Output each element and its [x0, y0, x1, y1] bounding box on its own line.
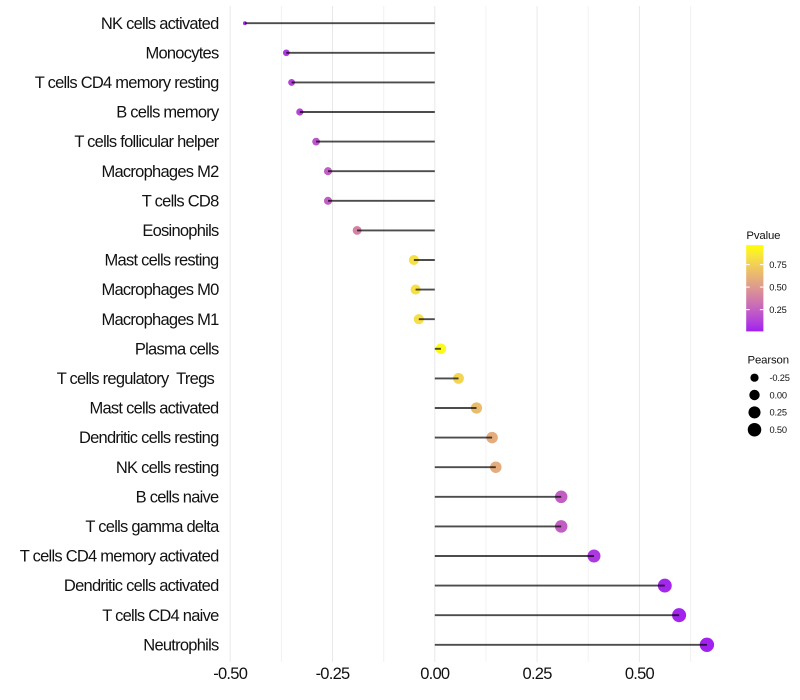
svg-text:T cells CD4 memory resting: T cells CD4 memory resting [35, 74, 219, 92]
svg-text:-0.25: -0.25 [316, 665, 350, 683]
svg-text:NK cells resting: NK cells resting [116, 459, 219, 477]
svg-text:Neutrophils: Neutrophils [143, 636, 219, 654]
svg-text:Dendritic cells resting: Dendritic cells resting [79, 429, 219, 447]
svg-text:Macrophages M2: Macrophages M2 [102, 163, 220, 181]
svg-text:0.75: 0.75 [769, 260, 786, 270]
svg-text:Pearson: Pearson [748, 354, 789, 366]
svg-text:0.50: 0.50 [625, 665, 655, 683]
svg-text:T cells CD8: T cells CD8 [142, 192, 219, 210]
svg-text:Macrophages M0: Macrophages M0 [102, 281, 220, 299]
svg-text:B cells naive: B cells naive [136, 488, 219, 506]
svg-text:T cells CD4 memory activated: T cells CD4 memory activated [20, 548, 219, 566]
svg-text:Mast cells resting: Mast cells resting [105, 252, 220, 270]
svg-text:Monocytes: Monocytes [145, 44, 219, 62]
svg-text:-0.50: -0.50 [213, 665, 247, 683]
svg-text:T cells regulatory Tregs: T cells regulatory Tregs [57, 370, 215, 388]
svg-text:T cells gamma delta: T cells gamma delta [85, 518, 220, 536]
svg-text:0.25: 0.25 [770, 408, 787, 418]
svg-text:0.50: 0.50 [770, 425, 787, 435]
svg-text:NK cells activated: NK cells activated [101, 15, 219, 33]
svg-text:0.00: 0.00 [420, 665, 450, 683]
svg-text:Macrophages M1: Macrophages M1 [102, 311, 220, 329]
svg-text:Dendritic cells activated: Dendritic cells activated [64, 577, 219, 595]
svg-text:0.00: 0.00 [770, 390, 787, 400]
svg-text:B cells memory: B cells memory [116, 104, 220, 122]
svg-text:T cells follicular helper: T cells follicular helper [74, 133, 219, 151]
svg-text:-0.25: -0.25 [770, 373, 790, 383]
svg-text:Eosinophils: Eosinophils [142, 222, 219, 240]
svg-text:0.50: 0.50 [769, 282, 786, 292]
svg-text:Plasma cells: Plasma cells [135, 340, 219, 358]
svg-text:0.25: 0.25 [769, 305, 786, 315]
svg-text:Mast cells activated: Mast cells activated [90, 400, 220, 418]
svg-text:T cells CD4 naive: T cells CD4 naive [102, 607, 219, 625]
svg-text:Pvalue: Pvalue [746, 230, 780, 242]
svg-text:0.25: 0.25 [523, 665, 553, 683]
